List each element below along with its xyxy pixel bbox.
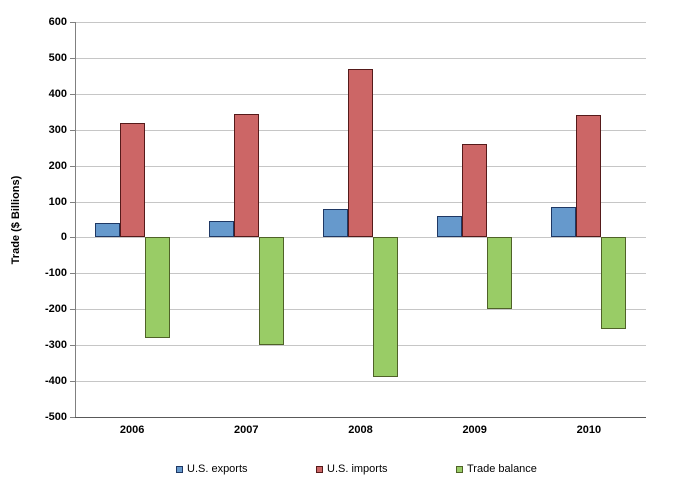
y-axis-tick: [70, 201, 75, 203]
x-category-label: 2006: [119, 424, 145, 436]
y-axis-tick: [70, 345, 75, 347]
bar-u-s-exports: [323, 208, 348, 238]
y-tick-label: 400: [48, 87, 67, 100]
y-tick-label: 600: [48, 16, 67, 28]
y-axis-tick: [70, 165, 75, 167]
y-tick-label: 500: [48, 51, 67, 64]
legend-label: U.S. exports: [187, 463, 248, 475]
x-category-label: 2010: [576, 424, 602, 436]
y-axis-tick: [70, 237, 75, 239]
y-tick-label: 300: [48, 123, 67, 136]
gridline: [75, 381, 646, 383]
x-category-label: 2009: [462, 424, 487, 436]
bar-u-s-exports: [551, 206, 577, 238]
x-axis-line: [75, 417, 646, 418]
y-tick-label: -500: [44, 411, 67, 423]
gridline: [75, 237, 646, 239]
bar-u-s-imports: [576, 115, 602, 238]
bar-u-s-exports: [208, 221, 234, 238]
legend-item: U.S. imports: [316, 462, 388, 476]
bar-u-s-imports: [348, 68, 373, 238]
y-axis-tick: [70, 93, 75, 95]
gridline: [75, 273, 646, 275]
x-category-label: 2008: [348, 424, 373, 436]
y-tick-label: 200: [48, 159, 67, 172]
bar-u-s-exports: [437, 215, 463, 238]
y-axis-tick: [70, 273, 75, 275]
legend-swatch-icon: [456, 465, 463, 473]
legend-label: U.S. imports: [327, 463, 388, 475]
legend: U.S. exports U.S. imports Trade balance: [0, 458, 682, 478]
legend-label: Trade balance: [467, 463, 537, 475]
y-tick-label: -200: [44, 303, 67, 316]
y-axis-tick: [70, 381, 75, 383]
x-category-label: 2007: [234, 424, 259, 436]
y-axis-tick: [70, 22, 75, 23]
y-tick-label: -300: [44, 339, 67, 352]
bar-u-s-exports: [94, 223, 120, 238]
y-tick-label: 0: [60, 231, 67, 244]
bar-trade-balance: [601, 237, 627, 330]
bar-u-s-imports: [462, 144, 488, 238]
y-axis-tick: [70, 129, 75, 131]
y-axis-tick: [70, 309, 75, 311]
y-tick-label: 100: [48, 195, 67, 208]
y-axis-tick: [70, 417, 75, 418]
legend-swatch-icon: [176, 465, 183, 473]
gridline: [75, 57, 646, 59]
y-axis-tick: [70, 57, 75, 59]
bar-trade-balance: [373, 237, 398, 378]
legend-swatch-icon: [316, 465, 323, 473]
legend-item: U.S. exports: [176, 462, 248, 476]
gridline: [75, 22, 646, 23]
legend-item: Trade balance: [456, 462, 537, 476]
y-axis-line: [75, 22, 76, 418]
bar-trade-balance: [258, 237, 284, 346]
bar-u-s-imports: [119, 122, 145, 238]
gridline: [75, 309, 646, 311]
y-tick-label: -100: [44, 267, 67, 280]
bar-trade-balance: [144, 237, 170, 338]
bar-u-s-imports: [233, 113, 259, 238]
bar-trade-balance: [487, 237, 513, 310]
y-tick-label: -400: [44, 375, 67, 388]
gridline: [75, 345, 646, 347]
